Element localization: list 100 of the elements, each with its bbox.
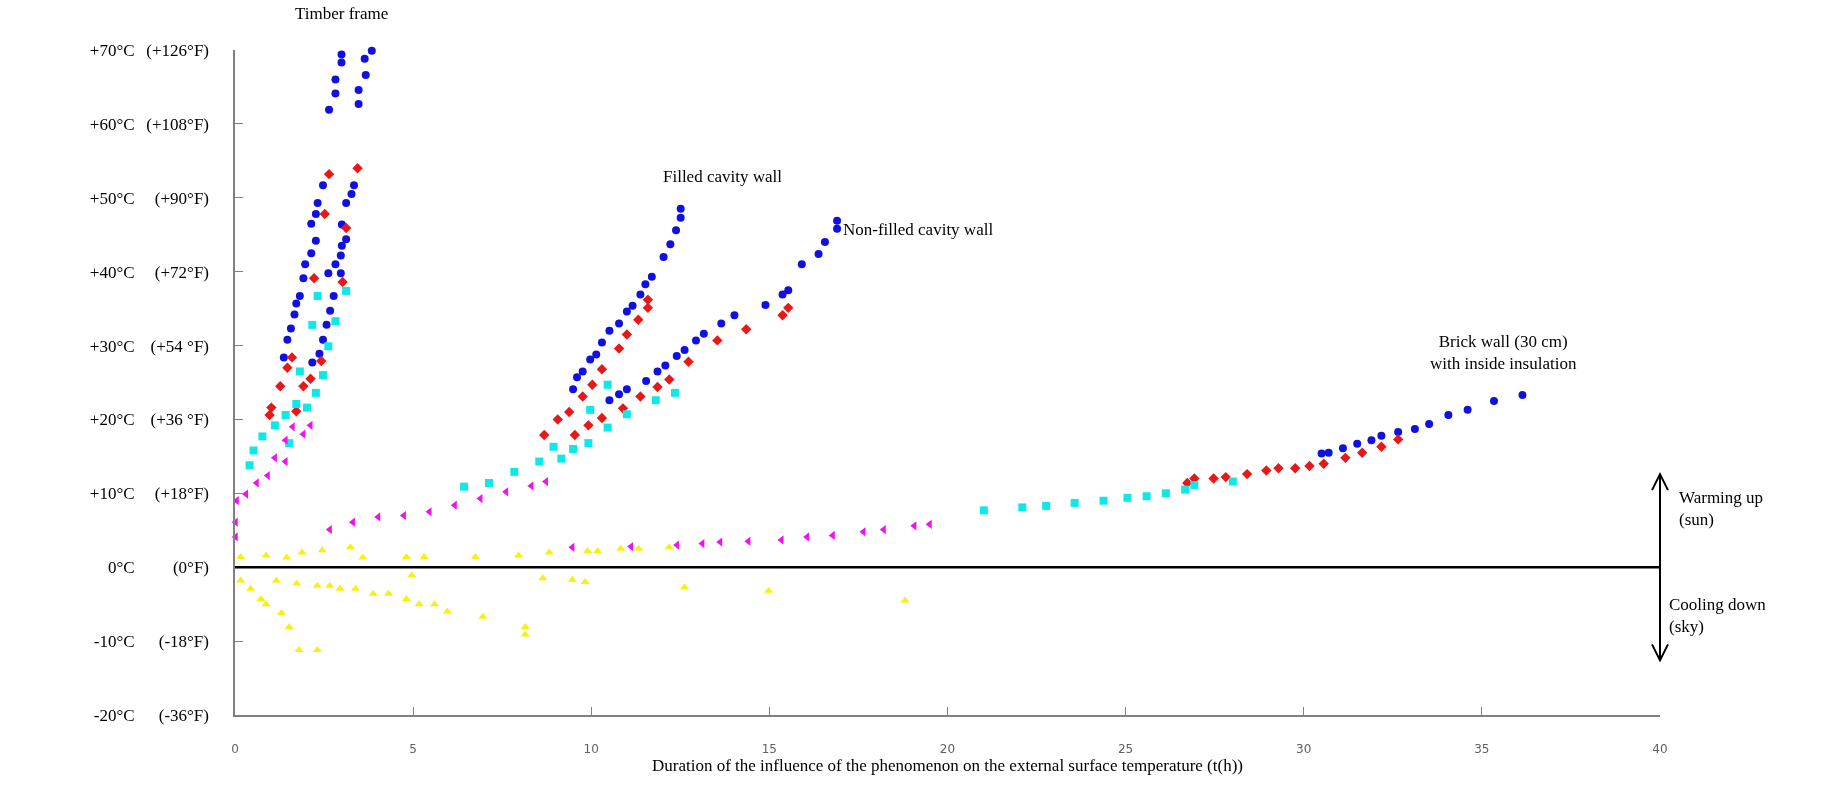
annotation: Non-filled cavity wall bbox=[843, 220, 994, 239]
point bbox=[642, 302, 654, 314]
point bbox=[616, 544, 626, 551]
annotation: Filled cavity wall bbox=[663, 167, 783, 186]
point bbox=[282, 362, 293, 373]
point bbox=[311, 388, 320, 397]
point bbox=[1356, 447, 1368, 458]
y-tick-label: +70°C bbox=[89, 40, 135, 60]
x-axis-title: Duration of the influence of the phenomenon on the external surface temperature (t(h)) bbox=[652, 756, 1243, 776]
point bbox=[318, 371, 327, 380]
point bbox=[284, 623, 294, 630]
point bbox=[569, 429, 581, 441]
y2-tick-label: (+108°F) bbox=[146, 114, 209, 134]
point bbox=[323, 168, 335, 180]
point bbox=[1376, 441, 1387, 452]
point bbox=[276, 609, 286, 616]
y2-tick-label: (+18°F) bbox=[154, 484, 209, 504]
point bbox=[270, 421, 279, 430]
point bbox=[450, 500, 457, 510]
point bbox=[622, 410, 631, 419]
point bbox=[1208, 473, 1219, 484]
point bbox=[1392, 434, 1404, 445]
point bbox=[1042, 501, 1051, 510]
point bbox=[1123, 493, 1132, 502]
point bbox=[633, 314, 644, 325]
x-tick-label: 15 bbox=[761, 742, 778, 757]
point bbox=[264, 409, 275, 421]
point bbox=[374, 512, 381, 522]
point bbox=[549, 442, 558, 451]
point bbox=[563, 406, 575, 418]
point bbox=[401, 552, 411, 559]
point bbox=[1142, 492, 1151, 501]
point bbox=[401, 594, 411, 601]
point bbox=[308, 273, 320, 284]
point bbox=[358, 553, 368, 560]
y-tick-label: +60°C bbox=[89, 114, 135, 134]
y2-tick-label: (+72°F) bbox=[154, 262, 209, 282]
point bbox=[584, 439, 593, 448]
point bbox=[275, 380, 286, 392]
point bbox=[670, 388, 679, 397]
text: Cooling down (sky) bbox=[1669, 595, 1767, 637]
point bbox=[324, 342, 333, 351]
point bbox=[292, 399, 301, 408]
x-tick-label: 35 bbox=[1474, 742, 1490, 757]
point bbox=[245, 461, 254, 470]
point bbox=[683, 356, 694, 368]
y-tick-label: +50°C bbox=[89, 188, 135, 208]
point bbox=[256, 594, 266, 601]
point bbox=[352, 163, 363, 174]
point bbox=[777, 310, 788, 321]
point bbox=[510, 467, 519, 476]
x-tick-label: 5 bbox=[409, 742, 417, 757]
point bbox=[294, 645, 304, 652]
point bbox=[232, 496, 239, 506]
point bbox=[261, 600, 271, 607]
point bbox=[1228, 477, 1237, 486]
point bbox=[1261, 465, 1272, 476]
point bbox=[316, 355, 327, 367]
point bbox=[306, 420, 313, 430]
point bbox=[673, 540, 680, 550]
point bbox=[613, 343, 625, 354]
y2-tick-label: (+90°F) bbox=[154, 188, 209, 208]
point bbox=[1241, 468, 1253, 480]
point bbox=[925, 519, 932, 529]
point bbox=[642, 294, 654, 305]
point bbox=[596, 364, 608, 375]
x-tick-label: 10 bbox=[583, 742, 599, 757]
point bbox=[288, 422, 295, 432]
point bbox=[337, 276, 348, 288]
point bbox=[712, 335, 723, 346]
point bbox=[634, 544, 644, 551]
point bbox=[312, 645, 322, 652]
y2-tick-label: (0°F) bbox=[172, 558, 209, 578]
point bbox=[258, 432, 267, 441]
point bbox=[539, 429, 550, 441]
y2-tick-label: (+36 °F) bbox=[150, 410, 209, 430]
y-tick-label: +30°C bbox=[89, 336, 135, 356]
point bbox=[236, 552, 246, 559]
y-tick-label: 0°C bbox=[107, 558, 135, 578]
point bbox=[583, 420, 594, 431]
point bbox=[302, 403, 311, 412]
point bbox=[586, 405, 595, 414]
y-tick-label: +40°C bbox=[89, 262, 135, 282]
point bbox=[1318, 458, 1329, 469]
point bbox=[319, 208, 330, 220]
point bbox=[1220, 471, 1231, 483]
y2-tick-label: (-18°F) bbox=[158, 632, 209, 652]
point bbox=[271, 576, 281, 583]
point bbox=[313, 292, 322, 301]
point bbox=[281, 435, 288, 445]
point bbox=[603, 423, 612, 432]
point bbox=[312, 581, 322, 588]
y-tick-label: +10°C bbox=[89, 484, 135, 504]
point bbox=[583, 546, 593, 553]
y-tick-label: -10°C bbox=[93, 632, 135, 652]
annotation: Brick wall (30 cm) with inside insulation bbox=[1430, 332, 1577, 374]
point bbox=[295, 367, 304, 376]
point bbox=[652, 381, 663, 393]
point bbox=[803, 532, 810, 542]
point bbox=[1070, 498, 1079, 507]
